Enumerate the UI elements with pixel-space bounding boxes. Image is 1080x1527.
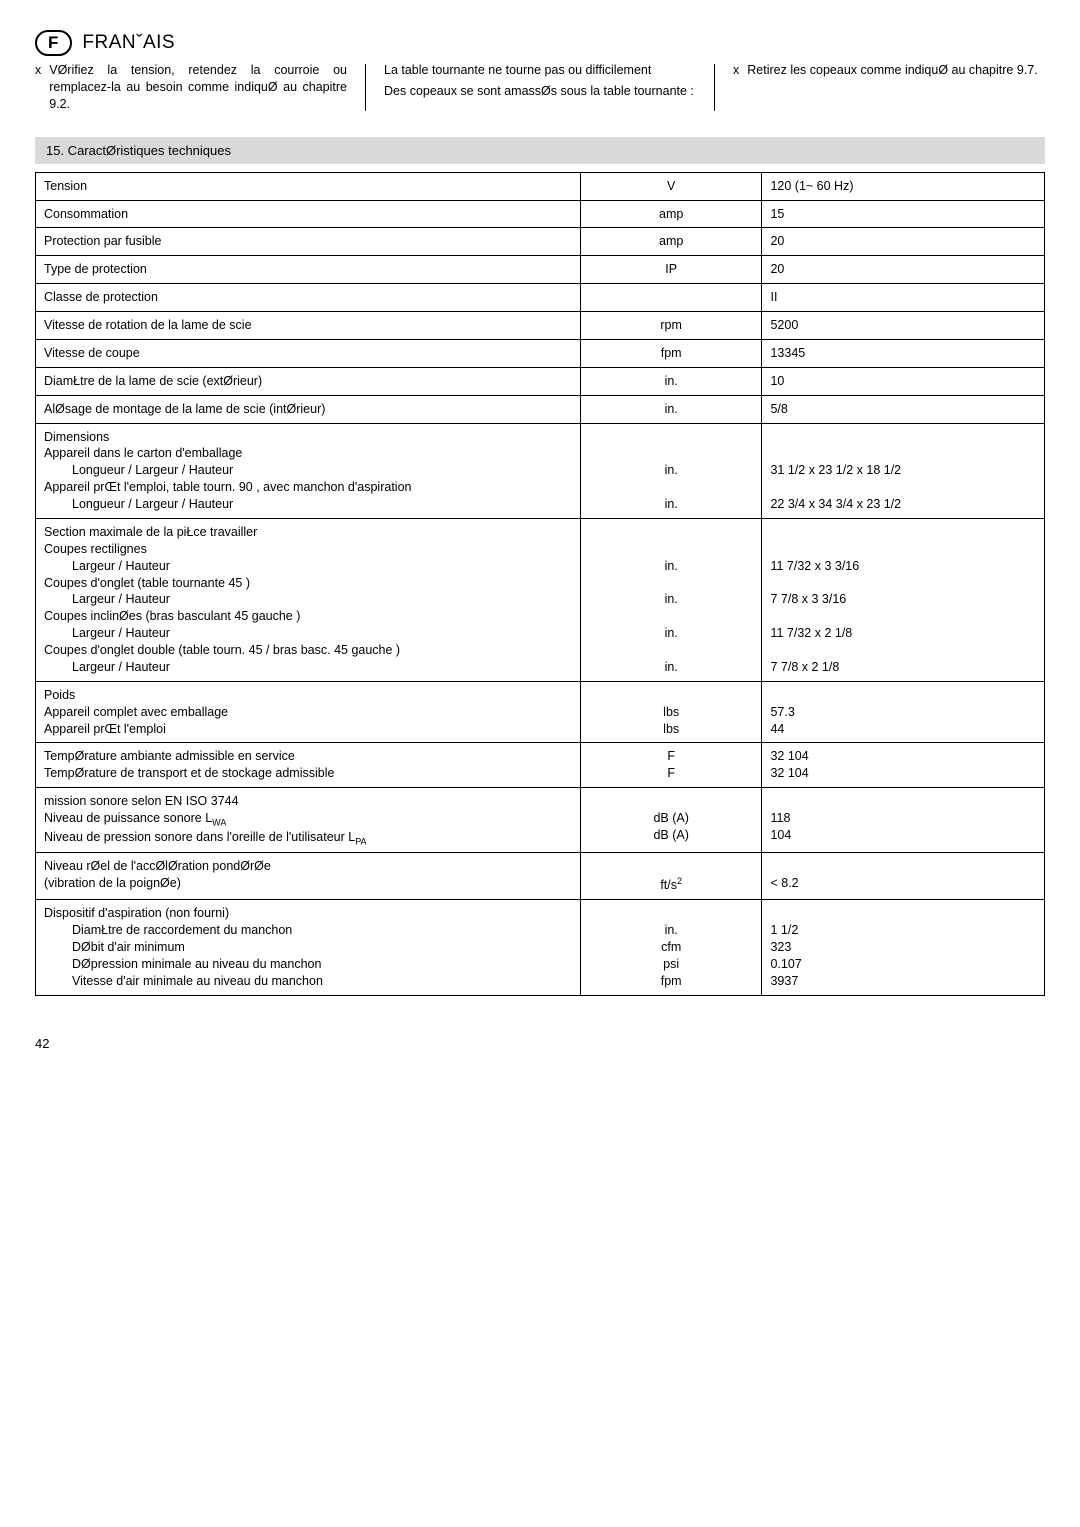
- language-badge: F: [35, 30, 72, 56]
- table-row: Niveau rØel de l'accØlØration pondØrØe(v…: [36, 853, 1045, 900]
- table-row: DiamŁtre de la lame de scie (extØrieur)i…: [36, 367, 1045, 395]
- table-row: mission sonore selon EN ISO 3744 Niveau …: [36, 788, 1045, 853]
- spec-unit: in.: [580, 367, 762, 395]
- spec-label: DiamŁtre de la lame de scie (extØrieur): [36, 367, 581, 395]
- spec-unit: amp: [580, 200, 762, 228]
- spec-unit: in.in.in.in.: [580, 518, 762, 681]
- spec-value: 20: [762, 256, 1045, 284]
- specs-table: TensionV120 (1~ 60 Hz) Consommationamp15…: [35, 172, 1045, 996]
- spec-value: 57.344: [762, 681, 1045, 743]
- spec-label: Type de protection: [36, 256, 581, 284]
- bullet: x: [35, 62, 41, 113]
- spec-unit: FF: [580, 743, 762, 788]
- spec-value: 31 1/2 x 23 1/2 x 18 1/222 3/4 x 34 3/4 …: [762, 423, 1045, 518]
- spec-value: 1 1/23230.1073937: [762, 900, 1045, 995]
- col2-line2: Des copeaux se sont amassØs sous la tabl…: [384, 83, 696, 100]
- spec-label: Consommation: [36, 200, 581, 228]
- spec-value: 15: [762, 200, 1045, 228]
- spec-label: Tension: [36, 172, 581, 200]
- table-row: Section maximale de la piŁce travailler …: [36, 518, 1045, 681]
- spec-unit: dB (A)dB (A): [580, 788, 762, 853]
- section-title: 15. CaractØristiques techniques: [35, 137, 1045, 164]
- table-row: Type de protectionIP20: [36, 256, 1045, 284]
- table-row: Protection par fusibleamp20: [36, 228, 1045, 256]
- spec-unit: ft/s2: [580, 853, 762, 900]
- table-row: PoidsAppareil complet avec emballageAppa…: [36, 681, 1045, 743]
- table-row: Dimensions Appareil dans le carton d'emb…: [36, 423, 1045, 518]
- spec-value: 20: [762, 228, 1045, 256]
- col1-text: VØrifiez la tension, retendez la cour­ro…: [49, 62, 347, 113]
- spec-label: AlØsage de montage de la lame de scie (i…: [36, 395, 581, 423]
- spec-value: < 8.2: [762, 853, 1045, 900]
- table-row: Vitesse de coupefpm13345: [36, 339, 1045, 367]
- spec-label: mission sonore selon EN ISO 3744 Niveau …: [36, 788, 581, 853]
- spec-unit: fpm: [580, 339, 762, 367]
- spec-unit: amp: [580, 228, 762, 256]
- spec-label: Classe de protection: [36, 284, 581, 312]
- page-number: 42: [35, 1036, 1045, 1051]
- spec-value: 32 10432 104: [762, 743, 1045, 788]
- intro-columns: x VØrifiez la tension, retendez la cour­…: [35, 62, 1045, 117]
- spec-unit: in.in.: [580, 423, 762, 518]
- page-header: F FRANˇAIS: [35, 30, 1045, 56]
- table-row: Dispositif d'aspiration (non fourni) Dia…: [36, 900, 1045, 995]
- spec-unit: IP: [580, 256, 762, 284]
- spec-label: Niveau rØel de l'accØlØration pondØrØe(v…: [36, 853, 581, 900]
- spec-label: TempØrature ambiante admissible en servi…: [36, 743, 581, 788]
- spec-value: 118104: [762, 788, 1045, 853]
- spec-label: PoidsAppareil complet avec emballageAppa…: [36, 681, 581, 743]
- bullet: x: [733, 62, 739, 79]
- table-row: AlØsage de montage de la lame de scie (i…: [36, 395, 1045, 423]
- spec-unit: [580, 284, 762, 312]
- spec-label: Protection par fusible: [36, 228, 581, 256]
- spec-label: Vitesse de rotation de la lame de scie: [36, 312, 581, 340]
- spec-value: 5/8: [762, 395, 1045, 423]
- table-row: Classe de protection II: [36, 284, 1045, 312]
- col2-line1: La table tournante ne tourne pas ou diff…: [384, 62, 696, 79]
- table-row: TensionV120 (1~ 60 Hz): [36, 172, 1045, 200]
- table-row: TempØrature ambiante admissible en servi…: [36, 743, 1045, 788]
- spec-unit: rpm: [580, 312, 762, 340]
- spec-label: Vitesse de coupe: [36, 339, 581, 367]
- spec-value: 11 7/32 x 3 3/167 7/8 x 3 3/1611 7/32 x …: [762, 518, 1045, 681]
- spec-label: Section maximale de la piŁce travailler …: [36, 518, 581, 681]
- spec-value: 5200: [762, 312, 1045, 340]
- spec-value: 120 (1~ 60 Hz): [762, 172, 1045, 200]
- spec-value: II: [762, 284, 1045, 312]
- spec-value: 10: [762, 367, 1045, 395]
- spec-unit: in.: [580, 395, 762, 423]
- language-label: FRANˇAIS: [82, 32, 175, 54]
- spec-value: 13345: [762, 339, 1045, 367]
- spec-unit: lbslbs: [580, 681, 762, 743]
- spec-label: Dimensions Appareil dans le carton d'emb…: [36, 423, 581, 518]
- table-row: Vitesse de rotation de la lame de scierp…: [36, 312, 1045, 340]
- spec-unit: in.cfmpsifpm: [580, 900, 762, 995]
- table-row: Consommationamp15: [36, 200, 1045, 228]
- spec-unit: V: [580, 172, 762, 200]
- spec-label: Dispositif d'aspiration (non fourni) Dia…: [36, 900, 581, 995]
- col3-text: Retirez les copeaux comme indiquØ au cha…: [747, 62, 1037, 79]
